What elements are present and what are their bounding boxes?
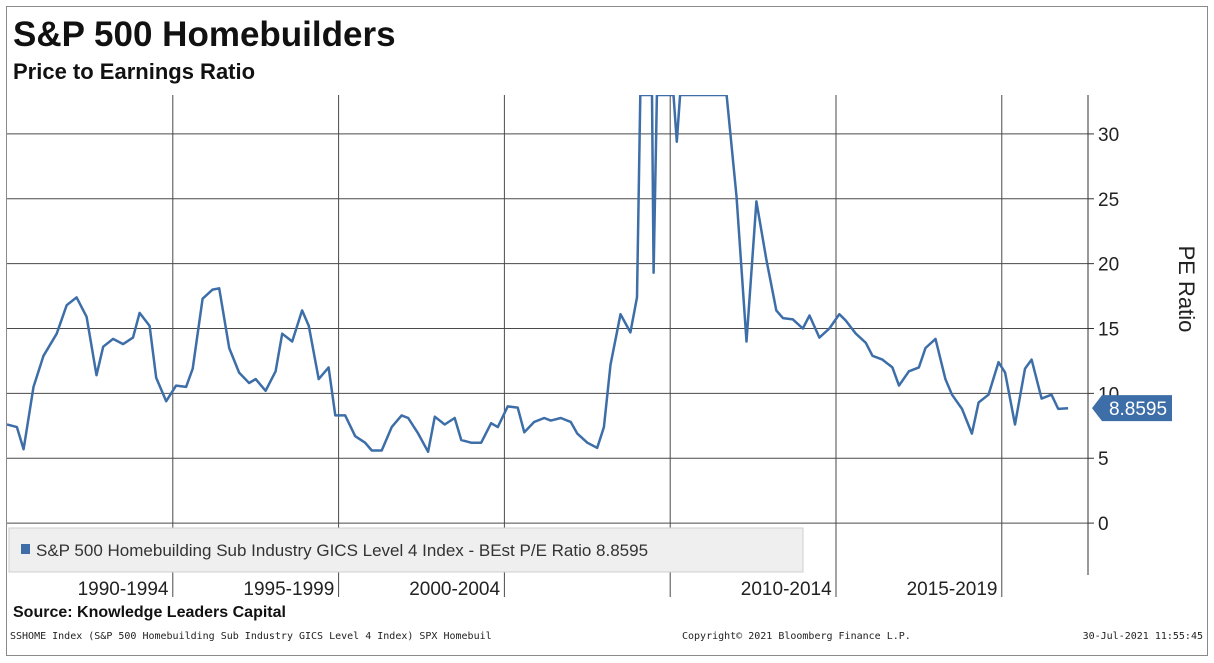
y-tick-label: 20 [1098,255,1119,276]
source-note: Source: Knowledge Leaders Capital [13,604,286,621]
y-axis-title: PE Ratio [1174,246,1199,333]
series-line [7,95,1069,454]
x-category-label: 2010-2014 [741,579,832,600]
legend-label: S&P 500 Homebuilding Sub Industry GICS L… [36,541,648,560]
x-category-label: 2015-2019 [907,579,998,600]
y-tick-label: 5 [1098,449,1109,470]
y-tick-label: 15 [1098,320,1119,341]
x-category-label: 1990-1994 [78,579,169,600]
y-tick-label: 0 [1098,514,1109,535]
footer-index-description: SSHOME Index (S&P 500 Homebuilding Sub I… [10,631,492,642]
legend-swatch [21,544,30,554]
y-tick-label: 30 [1098,125,1119,146]
chart-frame: S&P 500 Homebuilders Price to Earnings R… [6,6,1208,656]
chart-title: S&P 500 Homebuilders [13,15,396,54]
x-category-label: 2000-2004 [409,579,500,600]
footer-timestamp: 30-Jul-2021 11:55:45 [1082,631,1203,642]
legend-box [8,527,804,573]
last-value-flag [1092,395,1172,422]
chart-subtitle: Price to Earnings Ratio [13,59,256,84]
footer-copyright: Copyright© 2021 Bloomberg Finance L.P. [682,631,911,642]
last-value-label: 8.8595 [1109,399,1167,420]
x-category-label: 1995-1999 [243,579,334,600]
y-tick-label: 25 [1098,190,1119,211]
